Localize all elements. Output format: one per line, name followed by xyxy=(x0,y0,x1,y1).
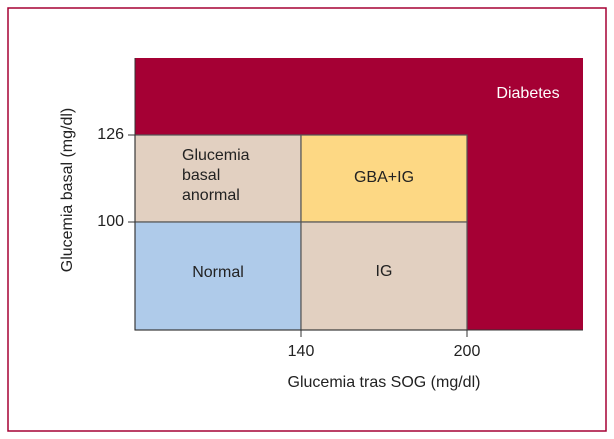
x-tick-label: 200 xyxy=(454,343,481,360)
region-label: anormal xyxy=(182,187,240,204)
region-label: Normal xyxy=(192,264,244,281)
y-tick-label: 100 xyxy=(97,213,124,230)
region-label: Glucemia xyxy=(182,147,250,164)
x-tick-label: 140 xyxy=(288,343,315,360)
region-label: Diabetes xyxy=(496,85,559,102)
x-axis-label: Glucemia tras SOG (mg/dl) xyxy=(288,374,481,391)
region-label: IG xyxy=(376,263,393,280)
region-normal xyxy=(134,221,302,331)
region-label: GBA+IG xyxy=(354,169,414,186)
region-gba xyxy=(134,134,302,223)
y-axis-label: Glucemia basal (mg/dl) xyxy=(59,108,76,273)
region-gba-ig xyxy=(300,134,468,223)
region-label: basal xyxy=(182,167,220,184)
y-tick-label: 126 xyxy=(97,126,124,143)
